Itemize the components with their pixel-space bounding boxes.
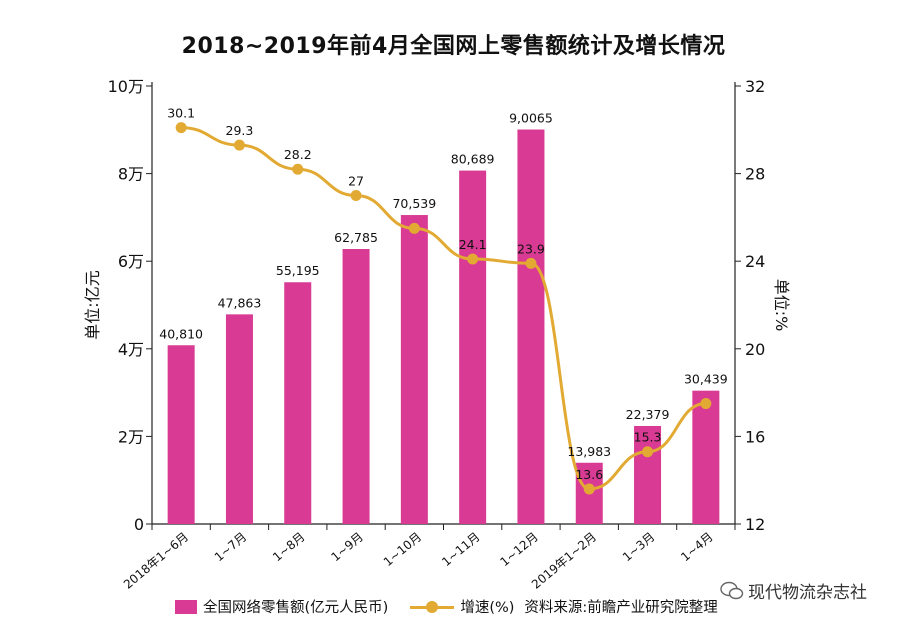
line-point xyxy=(467,253,479,265)
watermark: 现代物流杂志社 xyxy=(720,578,867,603)
line-value-label: 23.9 xyxy=(517,241,545,256)
bar-value-label: 80,689 xyxy=(451,152,495,167)
bar xyxy=(225,314,253,524)
y-right-tick-label: 24 xyxy=(745,252,765,271)
line-point xyxy=(350,190,362,201)
line-value-label: 24.1 xyxy=(459,237,487,252)
bar-value-label: 30,439 xyxy=(684,372,728,387)
x-tick-label: 1~4月 xyxy=(678,530,716,565)
line-point xyxy=(700,398,712,410)
legend-bar-swatch xyxy=(175,599,197,614)
bar-value-label: 22,379 xyxy=(626,407,670,422)
y-left-tick-label: 10万 xyxy=(108,77,144,96)
y-left-tick-label: 2万 xyxy=(118,427,144,446)
bar xyxy=(400,215,428,524)
line-value-label: 15.3 xyxy=(634,430,662,445)
line-value-label: 30.1 xyxy=(167,106,195,121)
bar-value-label: 62,785 xyxy=(334,230,378,245)
line-point xyxy=(583,483,595,495)
line-value-label: 28.2 xyxy=(284,147,312,162)
bar-series xyxy=(167,129,720,524)
line-point xyxy=(525,257,537,269)
x-tick-label: 1~11月 xyxy=(439,530,482,570)
bar xyxy=(517,129,545,524)
y-left-axis-label: 单位:亿元 xyxy=(83,270,102,339)
watermark-text: 现代物流杂志社 xyxy=(748,583,867,603)
legend-line-swatch xyxy=(410,600,455,614)
y-left-tick-label: 0 xyxy=(134,515,144,534)
x-tick-label: 1~9月 xyxy=(328,530,366,565)
chart-title: 2018~2019年前4月全国网上零售额统计及增长情况 xyxy=(181,34,726,59)
bar-value-label: 9,0065 xyxy=(509,111,553,126)
growth-line xyxy=(181,126,706,491)
wechat-icon xyxy=(720,581,744,599)
legend-line-label: 增速(%) xyxy=(460,600,515,616)
y-right-tick-label: 16 xyxy=(745,427,765,446)
x-tick-label: 1~10月 xyxy=(381,530,424,570)
bar-value-label: 40,810 xyxy=(159,326,203,341)
y-right-axis-label: 单位:% xyxy=(772,279,791,332)
x-tick-label: 1~3月 xyxy=(620,530,658,565)
bar-value-label: 70,539 xyxy=(392,196,436,211)
x-tick-label: 1~12月 xyxy=(497,530,540,570)
x-tick-label: 1~8月 xyxy=(270,530,308,565)
source-note: 资料来源:前瞻产业研究院整理 xyxy=(524,600,718,616)
line-point xyxy=(642,446,654,458)
bar xyxy=(167,345,195,524)
line-value-label: 27 xyxy=(348,174,364,189)
bar xyxy=(284,282,312,524)
bar xyxy=(634,425,662,524)
y-right-tick-label: 28 xyxy=(745,165,765,184)
y-left-tick-label: 4万 xyxy=(118,340,144,359)
x-tick-label: 2018年1~6月 xyxy=(121,530,191,592)
y-right-tick-label: 12 xyxy=(745,515,765,534)
y-right-tick-label: 32 xyxy=(745,77,765,96)
y-right-tick-label: 20 xyxy=(745,340,765,359)
y-left-tick-label: 6万 xyxy=(118,252,144,271)
line-point xyxy=(233,139,245,151)
line-point xyxy=(175,122,187,134)
line-value-label: 29.3 xyxy=(226,123,254,138)
bar-value-label: 47,863 xyxy=(218,295,262,310)
bar-value-label: 13,983 xyxy=(567,444,611,459)
line-point xyxy=(292,163,304,175)
bar-value-label: 55,195 xyxy=(276,263,320,278)
data-labels: 40,810 47,863 55,195 62,785 70,539 80,689 9,00… xyxy=(159,106,727,482)
bar xyxy=(459,170,487,524)
line-point xyxy=(408,222,420,234)
legend: 全国网络零售额(亿元人民币) 增速(%) 资料来源:前瞻产业研究院整理 xyxy=(175,596,718,617)
line-value-label: 13.6 xyxy=(575,467,603,482)
bar xyxy=(342,249,370,524)
legend-bar-label: 全国网络零售额(亿元人民币) xyxy=(203,600,389,616)
y-left-tick-label: 8万 xyxy=(118,165,144,184)
x-tick-label: 1~7月 xyxy=(212,530,250,565)
line-series xyxy=(175,122,712,495)
bar xyxy=(692,390,720,524)
